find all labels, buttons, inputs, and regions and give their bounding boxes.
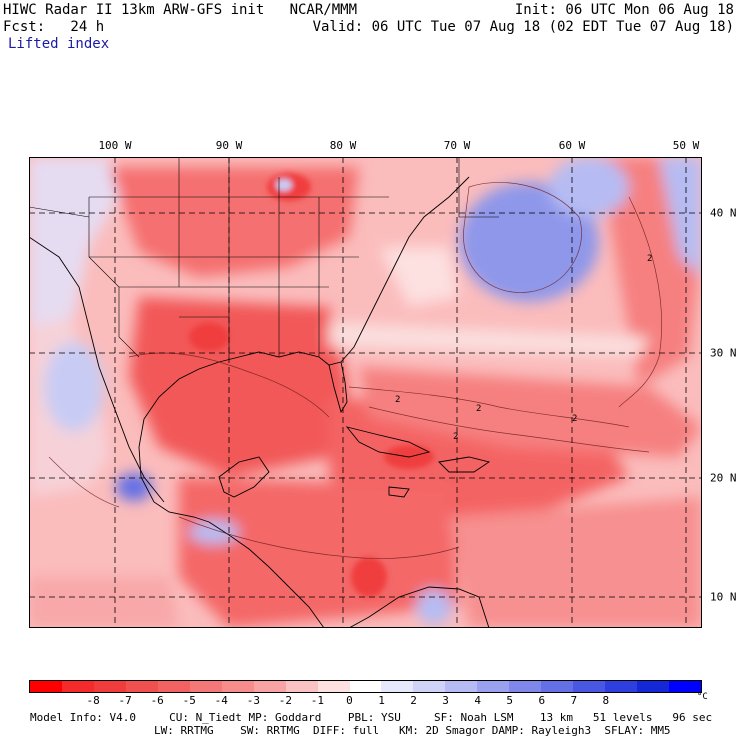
colorbar-tick-label: 0 <box>346 694 353 707</box>
model-info-line1: Model Info: V4.0 CU: N_Tiedt MP: Goddard… <box>30 711 713 724</box>
map-frame <box>29 157 702 628</box>
contour-line <box>368 406 650 453</box>
lifted-index-map: 2 2 2 2 2 <box>29 157 702 628</box>
field-gulf-tehuantepec <box>189 520 239 544</box>
field-light-strip <box>329 322 649 357</box>
contour-label: 2 <box>476 404 481 414</box>
contour-line <box>618 196 662 408</box>
lon-label-50w: 50 W <box>672 139 700 152</box>
colorbar-tick-label: -7 <box>118 694 132 707</box>
colorbar-segment <box>381 681 414 692</box>
field-south-atlantic <box>449 497 702 628</box>
colorbar-tick-label: 8 <box>602 694 610 707</box>
latlon-grid <box>29 157 702 628</box>
coastlines <box>29 176 491 628</box>
jamaica-coast <box>388 486 410 498</box>
contour-line <box>463 182 582 293</box>
colorbar-tick-label: -1 <box>310 694 325 707</box>
colorbar-segment <box>413 681 446 692</box>
border-line <box>29 206 90 218</box>
contour-label: 2 <box>395 395 400 405</box>
title-text: HIWC Radar II 13km ARW-GFS init NCAR/MMM <box>3 2 358 18</box>
colorbar-unit: °C <box>697 692 708 702</box>
contour-label: 2 <box>647 254 652 264</box>
colorbar-tick-label: 5 <box>506 694 514 707</box>
cuba-coast <box>345 426 431 458</box>
yucatan-coast <box>218 456 270 498</box>
colorbar-tick-label: -3 <box>246 694 260 707</box>
colorbar-tick-label: 1 <box>378 694 385 707</box>
colorbar-tick-label: -2 <box>278 694 292 707</box>
colorbar-segment <box>541 681 574 692</box>
lon-label-70w: 70 W <box>443 139 471 152</box>
colorbar-tick-label: -6 <box>150 694 164 707</box>
field-south-blue <box>416 589 452 625</box>
colorbar-segment <box>509 681 542 692</box>
colorbar-tick-label: 2 <box>410 694 417 707</box>
lat-label-20n: 20 N <box>710 471 737 485</box>
colorbar-tick-label: 3 <box>442 694 449 707</box>
field-atlantic-low <box>459 182 599 302</box>
colorbar-segment <box>605 681 638 692</box>
colorbar-segment <box>477 681 510 692</box>
colorbar <box>29 680 702 693</box>
colorbar-tick-label: 4 <box>474 694 481 707</box>
central-america-coast <box>208 521 325 628</box>
colorbar-tick-label: -4 <box>214 694 228 707</box>
colorbar-segment <box>61 681 94 692</box>
colorbar-tick-label: -5 <box>182 694 196 707</box>
colorbar-segment <box>125 681 158 692</box>
field-lake-blue <box>276 179 292 191</box>
border-line <box>458 157 499 218</box>
mexico-pacific-coast <box>29 236 165 503</box>
lon-label-60w: 60 W <box>558 139 586 152</box>
contour-label: 2 <box>572 414 577 424</box>
colorbar-segment <box>221 681 254 692</box>
model-info-line2: LW: RRTMG SW: RRTMG DIFF: full KM: 2D Sm… <box>154 724 671 737</box>
political-borders <box>29 157 499 358</box>
border-line <box>88 197 140 358</box>
field-east-coast-light <box>379 247 459 307</box>
hispaniola-coast <box>438 456 491 473</box>
colorbar-segment <box>93 681 126 692</box>
field-pacific-south <box>29 577 179 628</box>
lat-label-30n: 30 N <box>710 346 737 360</box>
colorbar-segment <box>253 681 286 692</box>
colorbar-tick-label: -8 <box>86 694 100 707</box>
forecast-hour: Fcst: 24 h <box>3 19 105 35</box>
contour-label: 2 <box>453 432 458 442</box>
lon-label-100w: 100 W <box>98 139 132 152</box>
lat-label-10n: 10 N <box>710 590 737 604</box>
field-pacific-core <box>351 557 387 597</box>
colorbar-tick-label: 6 <box>538 694 546 707</box>
colorbar-segment <box>285 681 318 692</box>
field-central-america <box>179 477 459 628</box>
field-texas-core <box>189 323 229 351</box>
lon-label-90w: 90 W <box>215 139 243 152</box>
field-west-light <box>29 157 119 357</box>
contour-line <box>178 516 460 559</box>
colorbar-tick-label: 7 <box>570 694 578 707</box>
valid-time: Valid: 06 UTC Tue 07 Aug 18 (02 EDT Tue … <box>312 19 734 35</box>
colorbar-segment <box>157 681 190 692</box>
init-time: Init: 06 UTC Mon 06 Aug 18 <box>514 2 734 18</box>
contour-line <box>348 386 630 428</box>
field-mexico-blue <box>44 342 104 432</box>
colorbar-segment <box>573 681 606 692</box>
field-atlantic-low2 <box>549 157 629 217</box>
lon-label-80w: 80 W <box>329 139 357 152</box>
field-northeast-blue <box>659 157 702 277</box>
lat-label-40n: 40 N <box>710 206 737 220</box>
florida-coast <box>328 361 348 414</box>
field-gulf <box>129 297 349 477</box>
field-name: Lifted index <box>8 36 110 52</box>
colorbar-segment <box>637 681 670 692</box>
colorbar-segment <box>30 681 62 692</box>
colorbar-segment <box>349 681 382 692</box>
contour-line <box>48 456 120 508</box>
colorbar-segment <box>445 681 478 692</box>
colorbar-segment <box>669 681 702 692</box>
colorbar-segment <box>317 681 350 692</box>
colorbar-segment <box>189 681 222 692</box>
